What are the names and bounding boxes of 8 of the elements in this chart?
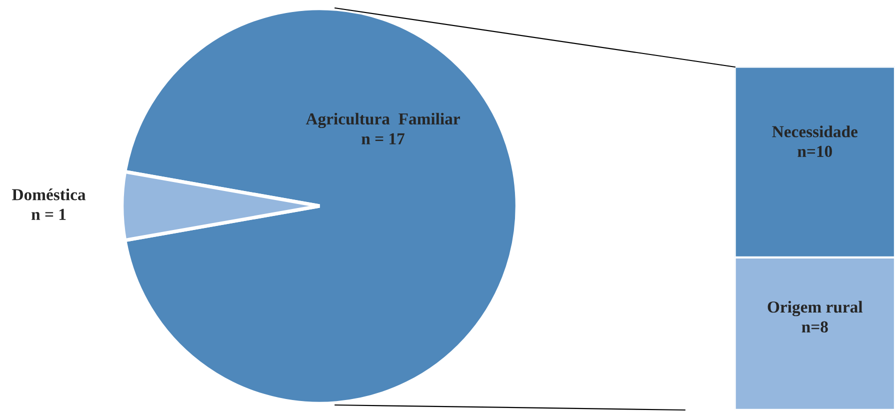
- slice-label: Doméstica: [12, 188, 86, 200]
- slice-label: Agricultura Familiar: [306, 112, 460, 128]
- data-label: n=8: [802, 321, 828, 333]
- data-label: n=10: [798, 146, 832, 158]
- series-label: Necessidade: [772, 126, 858, 138]
- series-label: Origem rural: [768, 300, 863, 316]
- data-label: n = 17: [362, 133, 405, 144]
- data-label: n = 1: [32, 208, 66, 220]
